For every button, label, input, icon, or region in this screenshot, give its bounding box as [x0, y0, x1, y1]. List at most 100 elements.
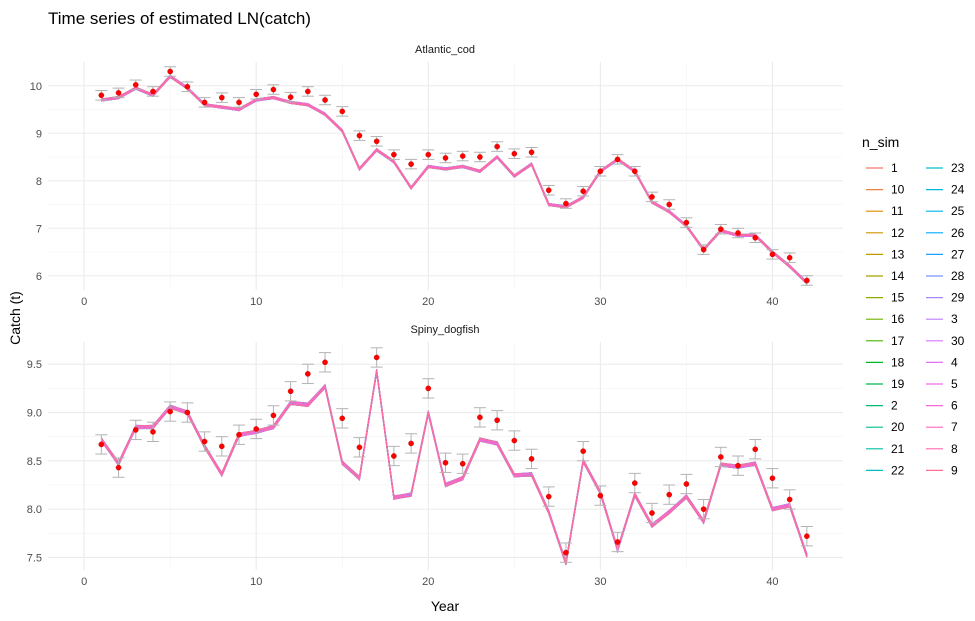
observed-point	[580, 448, 586, 454]
observed-point	[98, 441, 105, 448]
legend-label-24: 24	[951, 183, 965, 197]
series-line-8	[101, 75, 808, 285]
series-line-14	[100, 371, 808, 564]
series-line-22	[100, 369, 808, 565]
x-tick-label: 40	[766, 576, 778, 588]
x-axis-label: Year	[431, 598, 460, 614]
observed-point	[305, 88, 311, 95]
observed-point	[201, 99, 208, 106]
legend-label-25: 25	[951, 204, 965, 218]
facet-label-atlantic-cod: Atlantic_cod	[415, 44, 475, 56]
legend-label-15: 15	[891, 291, 905, 305]
observed-point	[132, 82, 139, 88]
observed-point	[700, 246, 707, 253]
observed-point	[253, 426, 260, 432]
series-line-4	[100, 370, 808, 565]
observed-point	[563, 549, 569, 556]
observed-point	[408, 161, 414, 167]
observed-point	[649, 510, 655, 516]
x-tick-label: 10	[250, 576, 262, 588]
chart-title: Time series of estimated LN(catch)	[48, 9, 311, 28]
observed-point	[287, 94, 294, 100]
legend-label-22: 22	[891, 463, 905, 477]
observed-point	[184, 409, 191, 416]
legend-label-28: 28	[951, 269, 965, 283]
legend-label-7: 7	[951, 420, 958, 434]
legend-label-19: 19	[891, 377, 905, 391]
observed-point	[459, 153, 466, 159]
observed-point	[218, 443, 225, 450]
observed-point	[494, 417, 500, 424]
series-line-24	[100, 372, 808, 564]
observed-point	[597, 492, 604, 499]
series-line-29	[100, 369, 808, 565]
x-tick-label: 40	[766, 296, 778, 308]
y-tick-label: 6	[36, 271, 42, 283]
observed-point	[270, 86, 277, 93]
observed-point	[322, 97, 328, 103]
x-tick-label: 10	[250, 296, 262, 308]
observed-point	[391, 151, 397, 158]
observed-point	[683, 219, 690, 226]
observed-point	[804, 277, 810, 284]
observed-point	[786, 496, 793, 503]
observed-point	[614, 156, 621, 163]
observed-point	[786, 254, 793, 261]
observed-point	[631, 168, 638, 175]
series-line-3	[100, 371, 808, 563]
series-line-10	[100, 372, 808, 563]
series-line-20	[100, 372, 808, 563]
y-tick-label: 8	[36, 176, 42, 188]
legend-label-2: 2	[891, 399, 898, 413]
observed-point	[373, 354, 380, 361]
observed-point	[545, 493, 552, 500]
observed-point	[804, 533, 810, 539]
observed-point	[167, 68, 173, 75]
series-line-5	[100, 369, 808, 565]
observed-point	[115, 464, 122, 471]
legend-label-21: 21	[891, 442, 905, 456]
observed-point	[528, 149, 535, 156]
series-line-2	[101, 76, 808, 283]
observed-point	[339, 108, 346, 115]
observed-point	[631, 480, 638, 486]
observed-point	[287, 388, 294, 395]
observed-point	[236, 99, 242, 106]
series-line-21	[100, 370, 808, 565]
observed-point	[494, 143, 500, 150]
legend-label-29: 29	[951, 291, 965, 305]
observed-point	[769, 251, 776, 258]
observed-point	[132, 427, 139, 433]
observed-point	[769, 475, 776, 482]
legend-label-13: 13	[891, 247, 905, 261]
observed-point	[339, 415, 346, 422]
series-line-28	[100, 371, 808, 564]
observed-point	[597, 168, 604, 175]
legend-label-10: 10	[891, 183, 905, 197]
panel-spiny-dogfish: Spiny_dogfish 0 10 20 30 40 7.5 8.0 8.5 9.0 9.5	[27, 324, 843, 588]
observed-point	[477, 414, 483, 421]
x-tick-label: 0	[81, 576, 87, 588]
observed-point	[167, 408, 173, 415]
observed-point	[201, 438, 208, 445]
series-line-9	[100, 369, 808, 564]
series-line-15	[100, 369, 808, 566]
x-tick-label: 0	[81, 296, 87, 308]
x-tick-label: 20	[422, 576, 434, 588]
legend-label-9: 9	[951, 463, 958, 477]
y-tick-label: 9	[36, 128, 42, 140]
observed-point	[270, 412, 277, 419]
observed-point	[528, 456, 535, 462]
observed-point	[356, 132, 363, 139]
observed-point	[666, 201, 673, 208]
series-line-18	[100, 370, 808, 565]
legend-label-11: 11	[891, 204, 904, 218]
series-line-11	[100, 369, 808, 565]
legend-label-16: 16	[891, 312, 905, 326]
legend-label-5: 5	[951, 377, 958, 391]
legend-label-14: 14	[891, 269, 905, 283]
observed-point	[236, 431, 242, 438]
legend-label-4: 4	[951, 355, 958, 369]
observed-point	[752, 234, 759, 241]
observed-point	[511, 150, 518, 157]
